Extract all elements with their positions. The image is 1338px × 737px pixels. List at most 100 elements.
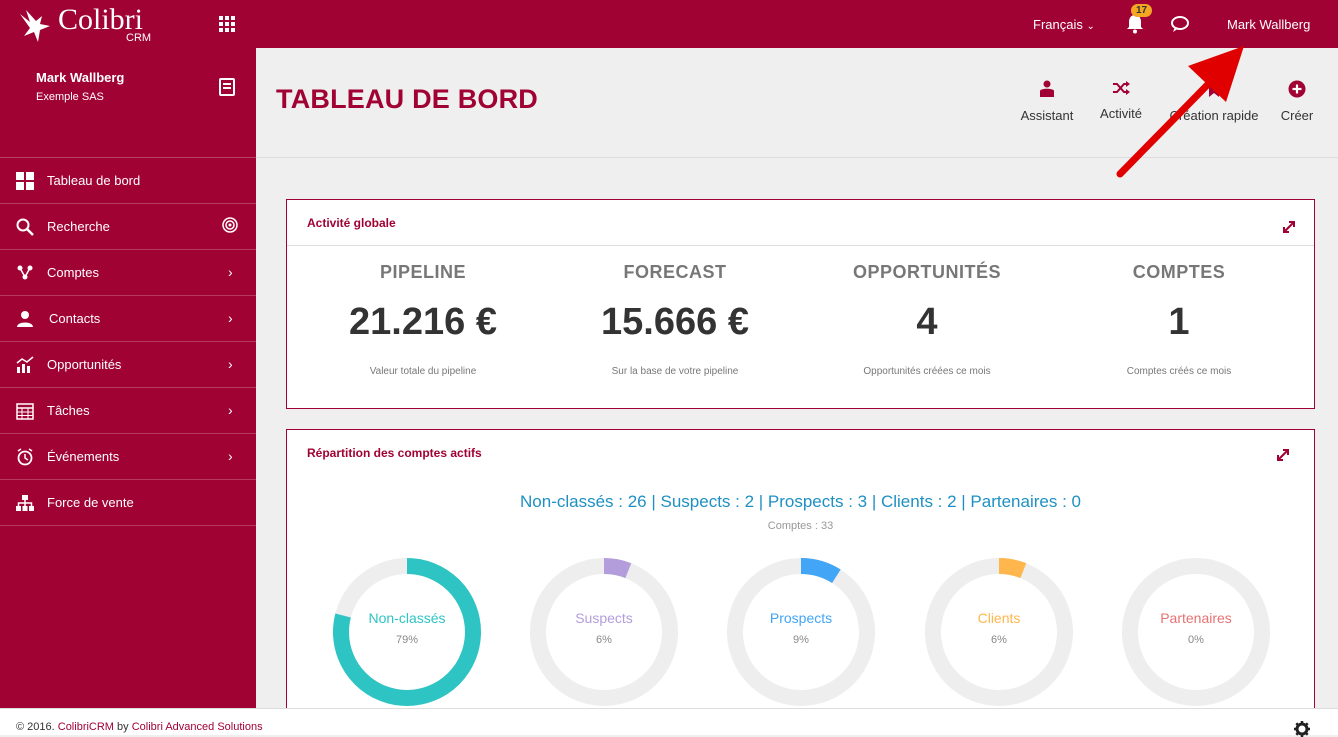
kpi-label: FORECAST [623,262,727,282]
shuffle-icon [1113,81,1130,95]
gear-icon[interactable] [1294,721,1310,737]
events-icon [17,448,33,466]
assistant-button[interactable]: Assistant [1017,80,1077,123]
language-label: Français [1033,17,1083,32]
chat-icon[interactable] [1171,15,1191,33]
donut-chart [727,558,875,706]
dashboard-icon [16,172,34,190]
footer: © 2016. ColibriCRM by Colibri Advanced S… [0,708,1338,737]
donut-chart [333,558,481,706]
activity-button[interactable]: Activité [1096,80,1146,121]
language-selector[interactable]: Français ⌄ [1033,17,1095,32]
donut-percent: 6% [596,634,612,646]
kpi-value: 15.666 € [601,301,749,343]
sidebar-item-comptes[interactable]: Comptes › [0,250,256,296]
header-divider [256,157,1338,158]
chevron-right-icon: › [228,264,233,280]
sidebar-item-recherche[interactable]: Recherche [0,204,256,250]
donut-clients: Clients 6% [921,554,1077,710]
expand-icon[interactable] [1276,448,1290,462]
kpi-value: 21.216 € [349,301,497,343]
contacts-icon [17,311,33,327]
sidebar-item-label: Contacts [49,311,101,326]
kpi-label: PIPELINE [379,262,467,282]
accounts-summary: Non-classés : 26 | Suspects : 2 | Prospe… [520,492,1081,511]
bell-icon[interactable] [1126,14,1144,34]
sidebar-item-evenements[interactable]: Événements › [0,434,256,480]
target-icon[interactable] [222,217,238,233]
chevron-right-icon: › [228,448,233,464]
footer-copyright: © 2016. ColibriCRM by Colibri Advanced S… [16,721,263,733]
annotation-arrow [1116,46,1244,178]
donut-segment [530,558,678,706]
sidebar-item-label: Opportunités [47,357,122,372]
footer-company-link[interactable]: Colibri Advanced Solutions [131,721,263,733]
sales-force-icon [16,495,34,511]
donut-chart [530,558,678,706]
sidebar-item-taches[interactable]: Tâches › [0,388,256,434]
donut-track [925,558,1073,706]
donut-chart [925,558,1073,706]
sidebar-profile: Mark Wallberg Exemple SAS [0,48,256,158]
donut-segment [925,558,1073,706]
notification-badge: 17 [1131,4,1153,17]
kpi-pipeline: PIPELINE 21.216 € Valeur totale du pipel… [297,262,549,377]
donut-track [530,558,678,706]
opportunities-icon [16,356,34,373]
sidebar-item-label: Événements [47,449,120,464]
sidebar-item-label: Force de vente [47,495,134,510]
donut-percent: 9% [793,634,809,646]
user-menu[interactable]: Mark Wallberg [1227,17,1311,32]
kpi-description: Sur la base de votre pipeline [611,366,739,377]
expand-icon[interactable] [1282,220,1296,234]
sidebar-item-label: Tâches [47,403,90,418]
sidebar: Mark Wallberg Exemple SAS Tableau de bor… [0,48,256,708]
contact-card-icon[interactable] [219,78,235,96]
accounts-panel: Répartition des comptes actifs Non-class… [286,429,1315,721]
kpi-description: Comptes créés ce mois [1126,366,1232,377]
sidebar-item-opportunites[interactable]: Opportunités › [0,342,256,388]
accounts-panel-title: Répartition des comptes actifs [307,446,482,460]
donut-segment [333,558,481,706]
plus-circle-icon [1288,80,1306,98]
page-title: TABLEAU DE BORD [276,84,538,114]
donut-partenaires: Partenaires 0% [1118,554,1274,710]
kpi-description: Opportunités créées ce mois [863,366,991,377]
sidebar-nav: Tableau de bord Recherche Comptes › [0,158,256,526]
donut-chart [1122,558,1270,706]
create-button[interactable]: Créer [1276,80,1318,123]
donut-suspects: Suspects 6% [526,554,682,710]
sidebar-item-label: Tableau de bord [47,173,141,188]
kpi-value: 1 [1168,301,1190,343]
activity-panel: Activité globale PIPELINE 21.216 € Valeu… [286,199,1315,409]
donut-label: Partenaires [1160,610,1232,626]
colibri-bird-icon [20,10,50,42]
profile-company: Exemple SAS [36,91,104,103]
footer-brand-link[interactable]: ColibriCRM [57,721,114,733]
kpi-comptes: COMPTES 1 Comptes créés ce mois [1053,262,1305,377]
donut-non-classes: Non-classés 79% [329,554,485,710]
kpi-label: OPPORTUNITÉS [852,262,1001,282]
sidebar-item-contacts[interactable]: Contacts › [0,296,256,342]
kpi-description: Valeur totale du pipeline [369,366,477,377]
donut-label: Non-classés [368,610,446,626]
panel-header-divider [287,245,1314,246]
assistant-icon [1040,80,1054,97]
create-label: Créer [1280,108,1314,123]
assistant-label: Assistant [1020,108,1074,123]
donut-label: Suspects [575,610,633,626]
sidebar-item-label: Recherche [47,219,110,234]
apps-grid-icon[interactable] [219,16,235,32]
donut-track [1122,558,1270,706]
sidebar-item-force-de-vente[interactable]: Force de vente [0,480,256,526]
sidebar-item-tableau-de-bord[interactable]: Tableau de bord [0,158,256,204]
top-bar: Colibri CRM Français ⌄ 17 Mark Wallberg [0,0,1338,48]
kpi-opportunites: OPPORTUNITÉS 4 Opportunités créées ce mo… [801,262,1053,377]
accounts-total: Comptes : 33 [767,520,834,532]
accounts-icon [17,265,33,280]
donut-percent: 79% [395,634,419,646]
donut-segment [727,558,875,706]
donut-label: Prospects [769,610,833,626]
donut-track [727,558,875,706]
footer-by: by [113,721,132,733]
